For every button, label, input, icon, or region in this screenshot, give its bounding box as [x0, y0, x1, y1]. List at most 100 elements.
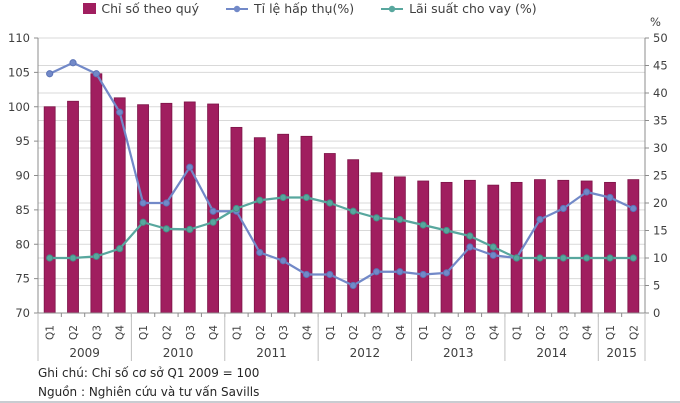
bar-Q2-1: [67, 100, 79, 314]
bar-Q3-6: [183, 101, 196, 314]
quarter-labels: Q1 Q2 Q3 Q4 Q1 Q2 Q3 Q4 Q1 Q2 Q3 Q4 Q1 Q2 Q3 Q4 Q1 Q2 Q3 Q4…: [45, 325, 641, 340]
chart-footnotes: Ghi chú: Chỉ số cơ sở Q1 2009 = 100 Nguồ…: [38, 364, 259, 401]
svg-text:70: 70: [15, 306, 30, 320]
svg-text:105: 105: [8, 65, 30, 79]
data-point: [256, 196, 264, 204]
data-point: [536, 254, 544, 262]
svg-text:Q1: Q1: [512, 325, 524, 340]
bar-series-swatch-icon: [83, 3, 97, 14]
year-label-2013: 2013: [443, 346, 474, 360]
data-point: [536, 215, 544, 224]
year-label-2012: 2012: [350, 346, 381, 360]
data-point: [489, 251, 497, 259]
svg-text:30: 30: [653, 141, 668, 155]
data-point: [396, 268, 404, 276]
svg-text:35: 35: [653, 114, 668, 128]
bar-Q4-23: [580, 180, 593, 314]
bar-Q3-10: [277, 133, 290, 314]
svg-text:75: 75: [15, 272, 30, 286]
data-point: [162, 225, 171, 233]
gridlines: [38, 37, 645, 286]
svg-text:Q3: Q3: [185, 325, 197, 340]
year-label-2014: 2014: [536, 346, 567, 360]
data-point: [256, 248, 264, 257]
data-point: [232, 204, 241, 213]
data-point: [419, 221, 427, 229]
year-label-2010: 2010: [163, 346, 194, 360]
svg-text:85: 85: [15, 203, 30, 217]
svg-text:Q4: Q4: [208, 325, 220, 340]
data-point: [629, 204, 637, 213]
svg-text:45: 45: [653, 59, 668, 73]
bar-Q3-2: [90, 73, 103, 314]
bar-Q4-15: [393, 176, 406, 314]
data-point: [139, 199, 147, 207]
svg-text:Q3: Q3: [278, 325, 290, 340]
bars-series: [43, 73, 640, 314]
svg-text:40: 40: [653, 86, 668, 100]
svg-text:Q3: Q3: [465, 325, 477, 340]
bar-Q1-24: [604, 181, 616, 314]
bar-Q1-16: [417, 180, 430, 314]
svg-text:90: 90: [15, 169, 30, 183]
data-point: [559, 204, 567, 213]
svg-text:Q1: Q1: [231, 325, 243, 340]
data-point: [583, 188, 591, 196]
data-point: [559, 254, 567, 262]
data-point: [349, 207, 357, 215]
data-point: [372, 214, 381, 222]
legend-label-quarterly-index: Chỉ số theo quý: [101, 1, 199, 16]
svg-text:50: 50: [653, 31, 668, 45]
svg-text:110: 110: [8, 31, 30, 45]
footnote-source: Nguồn : Nghiên cứu và tư vấn Savills: [38, 384, 260, 399]
data-point: [116, 108, 124, 116]
svg-text:95: 95: [15, 134, 30, 148]
svg-text:20: 20: [653, 196, 668, 210]
svg-text:Q2: Q2: [628, 325, 640, 340]
svg-text:Q4: Q4: [115, 325, 127, 340]
data-point: [186, 163, 194, 171]
data-point: [583, 254, 591, 262]
right-axis-labels: 0 5 10 15 20 25 30 35 40 45 50%: [650, 15, 668, 320]
bar-Q2-5: [160, 102, 173, 314]
svg-text:Q1: Q1: [138, 325, 150, 340]
legend-item-absorption-rate: Tỉ lệ hấp thụ(%): [225, 1, 354, 16]
bar-Q4-11: [300, 135, 313, 314]
bar-Q2-13: [347, 159, 360, 314]
data-point: [92, 70, 100, 78]
year-label-2009: 2009: [69, 346, 100, 360]
data-point: [139, 218, 147, 226]
data-point: [162, 199, 171, 207]
svg-text:Q1: Q1: [325, 325, 337, 340]
year-labels: 2009 2010 2011 2012 2013 2014 2015: [37, 313, 646, 361]
svg-text:Q4: Q4: [301, 325, 313, 340]
svg-text:Q3: Q3: [372, 325, 384, 340]
svg-text:Q4: Q4: [582, 325, 594, 340]
bar-Q3-22: [557, 179, 570, 314]
left-axis-labels: 70 75 80 85 90 95 100 105 110: [8, 31, 30, 320]
svg-text:100: 100: [8, 100, 30, 114]
svg-text:Q2: Q2: [442, 325, 454, 340]
svg-text:Q1: Q1: [45, 325, 57, 340]
bar-Q3-14: [370, 172, 383, 314]
bar-Q1-12: [323, 153, 336, 314]
svg-text:0: 0: [653, 306, 660, 320]
year-label-2015: 2015: [606, 346, 637, 360]
svg-text:Q2: Q2: [348, 325, 360, 340]
bar-Q1-20: [510, 181, 523, 314]
bar-Q2-17: [440, 181, 453, 314]
data-point: [46, 70, 54, 78]
svg-text:10: 10: [653, 251, 668, 265]
svg-text:5: 5: [653, 279, 660, 293]
svg-text:Q4: Q4: [395, 325, 407, 340]
bar-Q2-21: [534, 179, 546, 314]
bar-Q2-9: [253, 137, 266, 314]
data-point: [466, 243, 474, 251]
legend-item-lending-rate: Lãi suất cho vay (%): [380, 1, 537, 16]
svg-text:Q2: Q2: [161, 325, 173, 340]
data-point: [512, 254, 521, 262]
data-point: [396, 215, 404, 224]
data-point: [279, 257, 287, 265]
svg-text:15: 15: [653, 224, 668, 238]
